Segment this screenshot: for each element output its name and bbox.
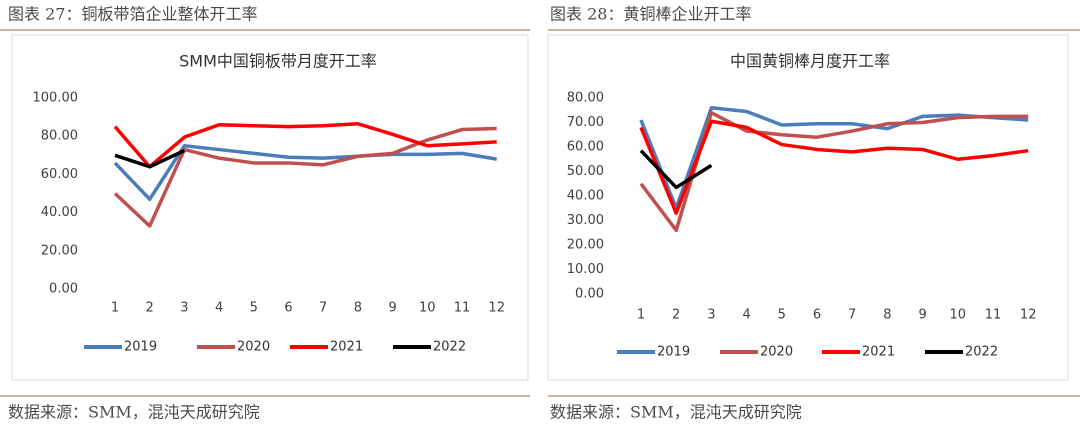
x-tick-label: 8	[883, 308, 891, 323]
y-tick-label: 10.00	[567, 262, 604, 277]
y-tick-label: 20.00	[567, 238, 604, 253]
chart-title: 中国黄铜棒月度开工率	[730, 52, 890, 71]
x-tick-label: 11	[454, 301, 471, 316]
y-tick-label: 40.00	[41, 205, 78, 220]
y-tick-label: 0.00	[575, 287, 604, 302]
series-line	[639, 119, 1029, 215]
chart-title: SMM中国铜板带月度开工率	[179, 52, 377, 71]
source-note: 数据来源：SMM，混沌天成研究院	[550, 403, 802, 422]
y-tick-label: 50.00	[567, 164, 604, 179]
y-tick-label: 0.00	[49, 282, 78, 297]
figure-caption: 图表 27：铜板带箔企业整体开工率	[8, 5, 257, 24]
x-tick-label: 11	[985, 308, 1002, 323]
source-note: 数据来源：SMM，混沌天成研究院	[8, 403, 260, 422]
x-tick-label: 10	[419, 301, 436, 316]
series-line	[113, 126, 497, 228]
x-tick-label: 3	[707, 308, 715, 323]
legend-label: 2021	[862, 345, 895, 360]
chart-frame	[11, 34, 529, 381]
legend-label: 2020	[237, 340, 270, 355]
legend-label: 2022	[433, 340, 466, 355]
y-tick-label: 100.00	[33, 91, 79, 106]
series-line	[114, 148, 186, 169]
y-tick-label: 30.00	[567, 213, 604, 228]
legend-label: 2019	[124, 340, 157, 355]
y-tick-label: 80.00	[567, 91, 604, 106]
x-tick-label: 2	[672, 308, 680, 323]
x-tick-label: 3	[180, 301, 188, 316]
y-tick-label: 60.00	[567, 140, 604, 155]
x-tick-label: 8	[354, 301, 362, 316]
legend-label: 2021	[330, 340, 363, 355]
x-tick-label: 4	[742, 308, 750, 323]
x-tick-label: 6	[284, 301, 292, 316]
chart-frame	[547, 34, 1069, 381]
x-tick-label: 6	[813, 308, 821, 323]
legend-label: 2022	[965, 345, 998, 360]
x-tick-label: 1	[637, 308, 645, 323]
legend-label: 2020	[760, 345, 793, 360]
series-line	[639, 106, 1029, 210]
y-tick-label: 60.00	[41, 167, 78, 182]
x-tick-label: 7	[319, 301, 327, 316]
x-tick-label: 4	[215, 301, 223, 316]
x-tick-label: 1	[111, 301, 119, 316]
x-tick-label: 10	[950, 308, 967, 323]
y-tick-label: 40.00	[567, 189, 604, 204]
x-tick-label: 12	[1020, 308, 1037, 323]
x-tick-label: 12	[488, 301, 505, 316]
y-tick-label: 20.00	[41, 243, 78, 258]
y-tick-label: 70.00	[567, 115, 604, 130]
x-tick-label: 9	[388, 301, 396, 316]
y-tick-label: 80.00	[41, 129, 78, 144]
x-tick-label: 5	[778, 308, 786, 323]
x-tick-label: 9	[918, 308, 926, 323]
x-tick-label: 7	[848, 308, 856, 323]
series-line	[639, 149, 713, 190]
x-tick-label: 2	[146, 301, 154, 316]
legend-label: 2019	[657, 345, 690, 360]
series-line	[113, 122, 497, 169]
x-tick-label: 5	[250, 301, 258, 316]
figure-caption: 图表 28：黄铜棒企业开工率	[550, 5, 751, 24]
